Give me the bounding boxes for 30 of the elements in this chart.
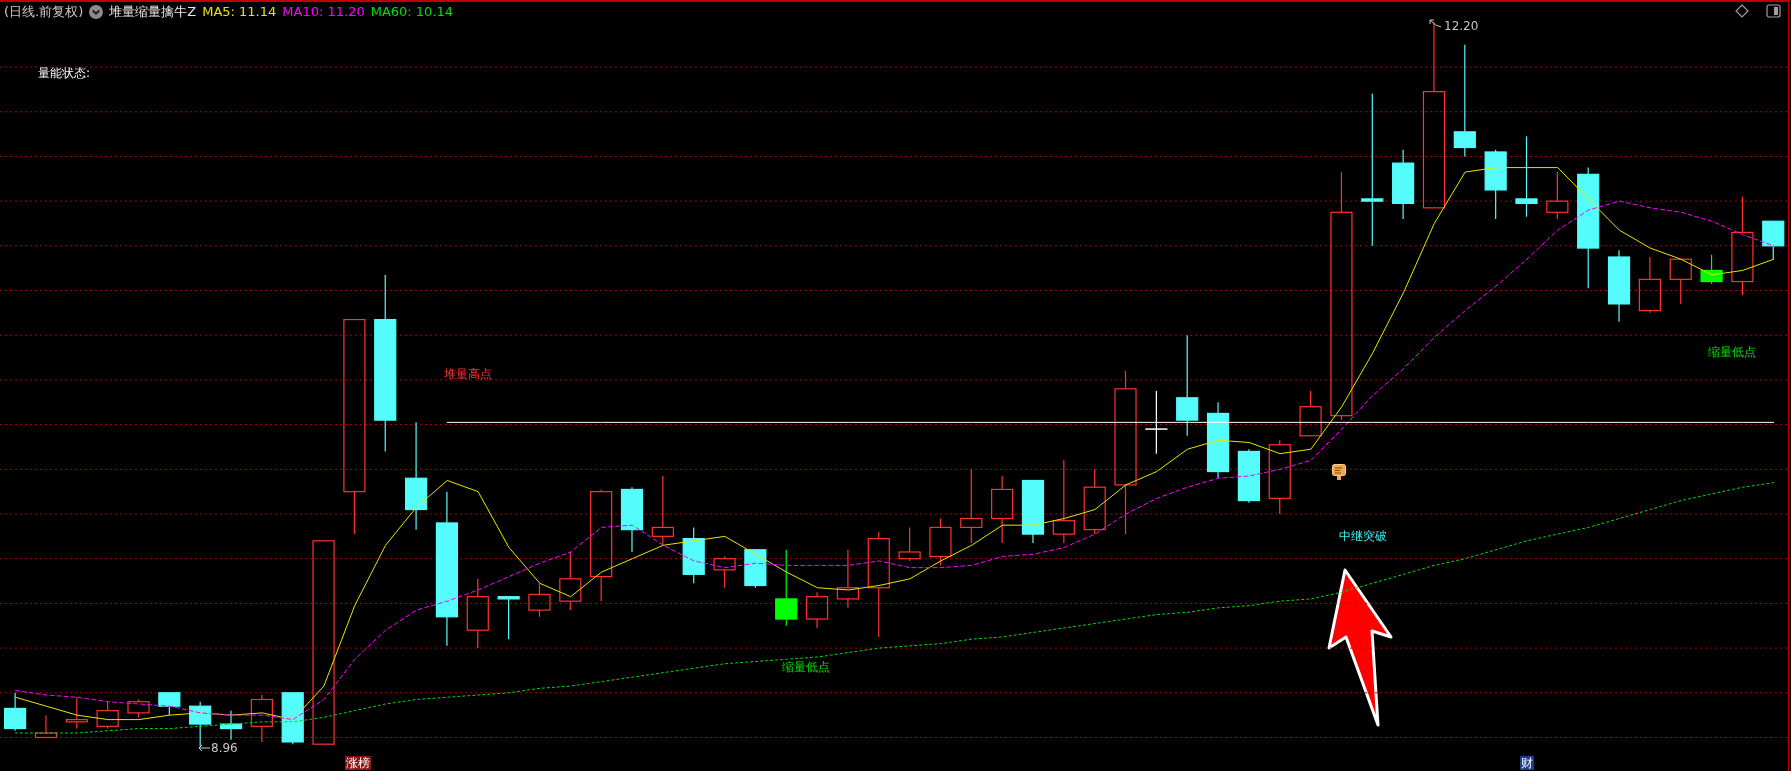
annotation: 12.20 <box>1444 19 1479 33</box>
candlestick <box>3 692 27 732</box>
text: MA60: 10.14 <box>370 3 454 20</box>
text: MA10: 11.20 <box>282 3 365 20</box>
chart-title: (日线.前复权) <box>4 3 84 20</box>
candlestick <box>219 710 243 741</box>
candlestick <box>1206 401 1230 479</box>
annotation: 缩量低点 <box>1708 345 1756 359</box>
candlestick <box>620 486 644 553</box>
annotation: 中继突破 <box>1339 529 1387 543</box>
candlestick <box>374 274 397 453</box>
candlestick <box>805 591 829 629</box>
candlestick <box>836 549 860 609</box>
candlestick <box>435 491 459 647</box>
candlestick <box>404 421 428 531</box>
annotation: 缩量低点 <box>782 660 830 674</box>
candlestick <box>1361 93 1384 247</box>
candlestick <box>250 694 273 743</box>
annotation: 涨榜 <box>345 756 371 770</box>
annotation: 堆量高点 <box>444 367 492 381</box>
candlestick <box>991 475 1014 544</box>
candlestick <box>1237 448 1260 504</box>
chart-subtitle: 堆量缩量擒牛Z <box>109 3 197 20</box>
annotation: 8.96 <box>211 741 238 755</box>
candlestick <box>1607 249 1631 323</box>
candlestick <box>1392 149 1415 220</box>
annotation: 量能状态: <box>38 66 91 80</box>
candlestick <box>1638 256 1661 314</box>
text: MA5: 11.14 <box>202 3 277 20</box>
annotation: 财 <box>1520 756 1534 770</box>
